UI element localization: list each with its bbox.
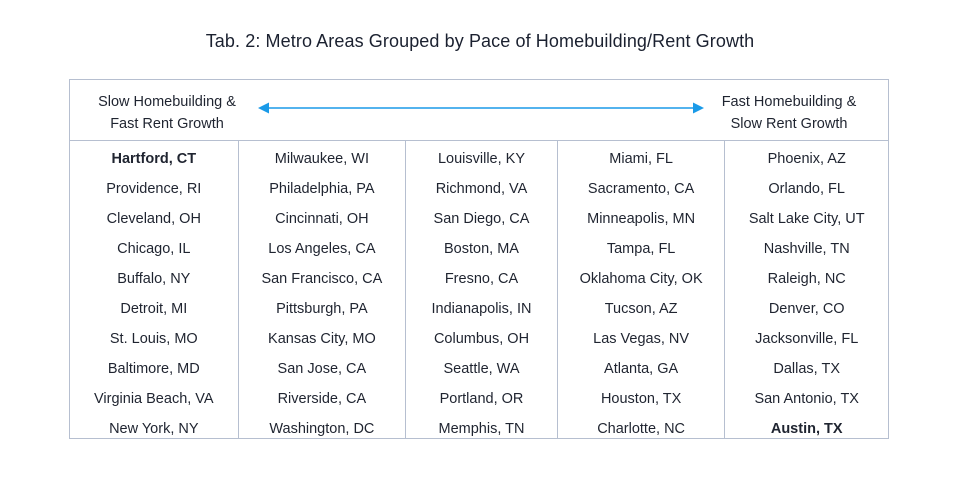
- table-cell: Louisville, KY: [437, 151, 526, 167]
- table-cell: Pittsburgh, PA: [276, 301, 368, 317]
- table-cell: San Francisco, CA: [261, 271, 383, 287]
- table-cell: Salt Lake City, UT: [748, 211, 865, 227]
- table-title: Tab. 2: Metro Areas Grouped by Pace of H…: [205, 31, 755, 51]
- table-cell: Oklahoma City, OK: [579, 271, 703, 287]
- table-cell: Chicago, IL: [117, 241, 191, 257]
- arrow-head-left: [258, 102, 269, 114]
- table-cell: Nashville, TN: [763, 241, 850, 257]
- table-cell: Detroit, MI: [120, 301, 188, 317]
- table-cell: Las Vegas, NV: [593, 331, 690, 347]
- table-column: Phoenix, AZ Orlando, FL Salt Lake City, UT…: [725, 141, 888, 439]
- header-left-label: Slow Homebuilding & Fast Rent Growth: [82, 91, 252, 135]
- table-cell: Orlando, FL: [768, 181, 845, 197]
- table-cell: Charlotte, NC: [597, 421, 686, 437]
- table-cell: Minneapolis, MN: [587, 211, 696, 227]
- table-cell: Buffalo, NY: [117, 271, 191, 287]
- table-cell: Dallas, TX: [773, 361, 841, 377]
- table-cell: Los Angeles, CA: [268, 241, 376, 257]
- table-cell: San Diego, CA: [433, 211, 530, 227]
- table-cell: Boston, MA: [444, 241, 519, 257]
- table-column: Hartford, CT Providence, RI Cleveland, OH C…: [70, 141, 239, 439]
- table-cell: Denver, CO: [768, 301, 845, 317]
- table-cell: Phoenix, AZ: [767, 151, 846, 167]
- table-cell: Houston, TX: [600, 391, 682, 407]
- table-cell: St. Louis, MO: [109, 331, 198, 347]
- table-cell: Milwaukee, WI: [274, 151, 370, 167]
- table-cell: Washington, DC: [269, 421, 375, 437]
- table-column: Milwaukee, WI Philadelphia, PA Cincinnati,…: [239, 141, 407, 439]
- table-cell: Hartford, CT: [111, 151, 197, 167]
- table-cell: San Jose, CA: [277, 361, 367, 377]
- table-cell: Austin, TX: [770, 421, 843, 437]
- table-cell: Providence, RI: [106, 181, 202, 197]
- table-cell: Indianapolis, IN: [431, 301, 532, 317]
- table-cell: Virginia Beach, VA: [94, 391, 214, 407]
- table-cell: Richmond, VA: [435, 181, 528, 197]
- table-cell: Portland, OR: [439, 391, 524, 407]
- table-cell: Fresno, CA: [444, 271, 519, 287]
- metro-table: Slow Homebuilding & Fast Rent Growth Fas…: [69, 79, 889, 439]
- table-cell: Seattle, WA: [443, 361, 520, 377]
- table-header: Slow Homebuilding & Fast Rent Growth Fas…: [70, 80, 888, 141]
- table-cell: Miami, FL: [609, 151, 673, 167]
- table-cell: Jacksonville, FL: [755, 331, 859, 347]
- table-cell: Baltimore, MD: [107, 361, 200, 377]
- table-cell: Kansas City, MO: [268, 331, 376, 347]
- table-cell: Memphis, TN: [438, 421, 525, 437]
- table-cell: Sacramento, CA: [587, 181, 695, 197]
- double-arrow-icon: [258, 102, 704, 114]
- table-cell: Philadelphia, PA: [269, 181, 375, 197]
- table-cell: Tampa, FL: [606, 241, 676, 257]
- header-left-line1: Slow Homebuilding &: [98, 94, 236, 110]
- table-cell: San Antonio, TX: [754, 391, 859, 407]
- header-left-line2: Fast Rent Growth: [110, 116, 224, 132]
- table-cell: Cleveland, OH: [106, 211, 201, 227]
- table-cell: Raleigh, NC: [767, 271, 846, 287]
- table-body: Hartford, CT Providence, RI Cleveland, OH C…: [70, 141, 888, 439]
- table-column: Miami, FL Sacramento, CA Minneapolis, MN Ta…: [558, 141, 726, 439]
- table-cell: Riverside, CA: [277, 391, 367, 407]
- table-cell: Columbus, OH: [433, 331, 530, 347]
- table-cell: Tucson, AZ: [604, 301, 678, 317]
- header-right-line1: Fast Homebuilding &: [721, 94, 857, 110]
- table-cell: Cincinnati, OH: [275, 211, 369, 227]
- header-right-label: Fast Homebuilding & Slow Rent Growth: [704, 91, 874, 135]
- table-cell: New York, NY: [109, 421, 199, 437]
- arrow-head-right: [693, 102, 704, 114]
- header-right-line2: Slow Rent Growth: [730, 116, 848, 132]
- table-cell: Atlanta, GA: [604, 361, 679, 377]
- table-column: Louisville, KY Richmond, VA San Diego, CA B…: [406, 141, 558, 439]
